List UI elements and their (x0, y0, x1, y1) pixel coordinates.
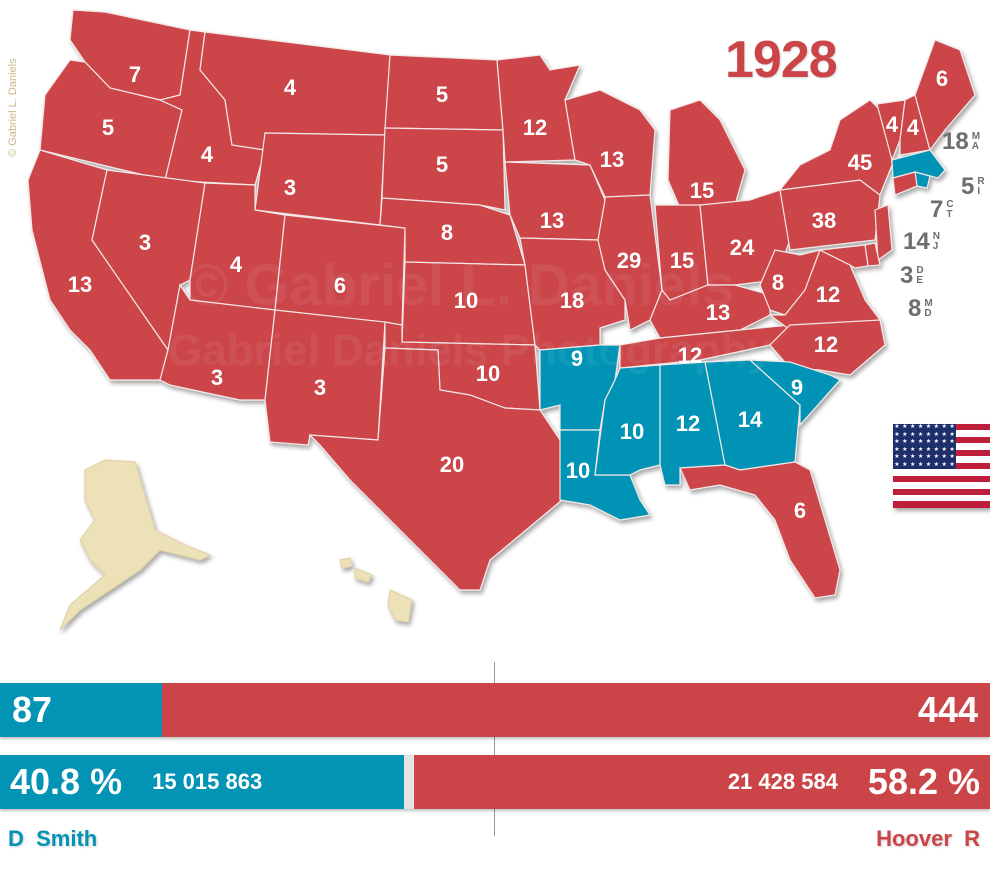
ev-in: 15 (670, 248, 694, 273)
rep-electoral-segment: 444 (162, 683, 990, 737)
ev-az: 3 (211, 365, 223, 390)
ev-ok: 10 (476, 361, 500, 386)
ev-ne: 8 (441, 220, 453, 245)
ev-vt: 4 (886, 112, 899, 137)
ev-wy: 3 (284, 175, 296, 200)
state-ct (892, 171, 918, 196)
dem-party: D (8, 826, 24, 851)
ev-pa: 38 (812, 208, 836, 233)
ev-il: 29 (617, 248, 641, 273)
state-sc (748, 359, 841, 427)
state-fl (679, 461, 841, 599)
us-map: © Gabriel L. Daniels Gabriel Daniels Pho… (27, 9, 976, 631)
state-nm (264, 309, 386, 446)
ev-mi: 15 (690, 178, 714, 203)
ev-ms: 10 (620, 419, 644, 444)
state-sd (381, 127, 506, 211)
state-md (817, 244, 869, 269)
dem-electoral-segment: 87 (0, 683, 162, 737)
ev-nv: 3 (139, 230, 151, 255)
ev-ar: 9 (571, 346, 583, 371)
ev-nm: 3 (314, 375, 326, 400)
ev-wv: 8 (772, 270, 784, 295)
ev-oh: 24 (730, 235, 755, 260)
ev-ny: 45 (848, 150, 872, 175)
ev-nc: 12 (814, 332, 838, 357)
ev-al: 12 (676, 411, 700, 436)
rep-candidate-label: Hoover R (876, 826, 980, 852)
majority-line (494, 662, 495, 836)
ev-wa: 7 (129, 62, 141, 87)
ev-mt: 4 (284, 75, 297, 100)
state-wy (254, 132, 386, 226)
ev-or: 5 (102, 115, 114, 140)
ev-nd: 5 (436, 82, 448, 107)
ev-fl: 6 (794, 498, 806, 523)
electoral-vote-bar: 87 444 (0, 683, 990, 737)
ev-ga: 14 (738, 407, 763, 432)
ev-wi: 13 (600, 147, 624, 172)
ev-ks: 10 (454, 288, 478, 313)
state-hi (339, 557, 413, 623)
ev-tx: 20 (440, 452, 464, 477)
ev-sc: 9 (791, 375, 803, 400)
ev-va: 12 (816, 282, 840, 307)
state-ny (778, 99, 893, 196)
us-flag-icon: ★ ★ ★ ★ ★ ★ ★ ★ ★ ★ ★ ★ ★ ★ ★ ★ ★ ★ ★ ★ ★ ★ ★ ★ ★ ★ ★ ★ ★ ★ ★ ★ ★ ★ ★ ★… (893, 424, 990, 508)
ev-nh: 4 (907, 115, 920, 140)
ev-ky: 13 (706, 300, 730, 325)
ev-id: 4 (201, 142, 214, 167)
dem-candidate: Smith (36, 826, 98, 851)
ev-ut: 4 (230, 252, 243, 277)
svg-text:© Gabriel L. Daniels: © Gabriel L. Daniels (186, 253, 735, 318)
dem-popular-votes: 15 015 863 (152, 769, 263, 794)
state-nh (899, 94, 931, 156)
rep-percent: 58.2 % (867, 761, 980, 802)
rep-candidate: Hoover (876, 826, 952, 851)
rep-party: R (964, 826, 980, 851)
popular-vote-bar: 40.8 % 15 015 863 21 428 584 58.2 % (0, 755, 990, 809)
ev-sd: 5 (436, 152, 448, 177)
ev-mn: 12 (523, 115, 547, 140)
dem-popular-segment: 40.8 % 15 015 863 (0, 755, 404, 809)
state-nc (769, 319, 886, 376)
state-tx (308, 347, 563, 591)
rep-electoral-votes: 444 (917, 689, 978, 730)
rep-popular-votes: 21 428 584 (727, 769, 838, 794)
state-mi (667, 99, 746, 209)
dem-percent: 40.8 % (10, 761, 123, 802)
dem-electoral-votes: 87 (12, 689, 53, 730)
ev-me: 6 (936, 66, 948, 91)
state-ak (59, 459, 212, 631)
state-nj (874, 204, 893, 262)
ev-co: 6 (334, 273, 346, 298)
ev-mo: 18 (560, 288, 584, 313)
election-year: 1928 (725, 31, 838, 89)
svg-text:Gabriel Daniels Photography: Gabriel Daniels Photography (168, 326, 772, 375)
rep-popular-segment: 21 428 584 58.2 % (414, 755, 990, 809)
other-segment (404, 755, 414, 809)
ev-tn: 12 (678, 343, 702, 368)
ev-ca: 13 (68, 272, 92, 297)
ev-ia: 13 (540, 208, 564, 233)
dem-candidate-label: D Smith (8, 826, 97, 852)
state-il (597, 194, 663, 331)
ev-la: 10 (566, 458, 590, 483)
